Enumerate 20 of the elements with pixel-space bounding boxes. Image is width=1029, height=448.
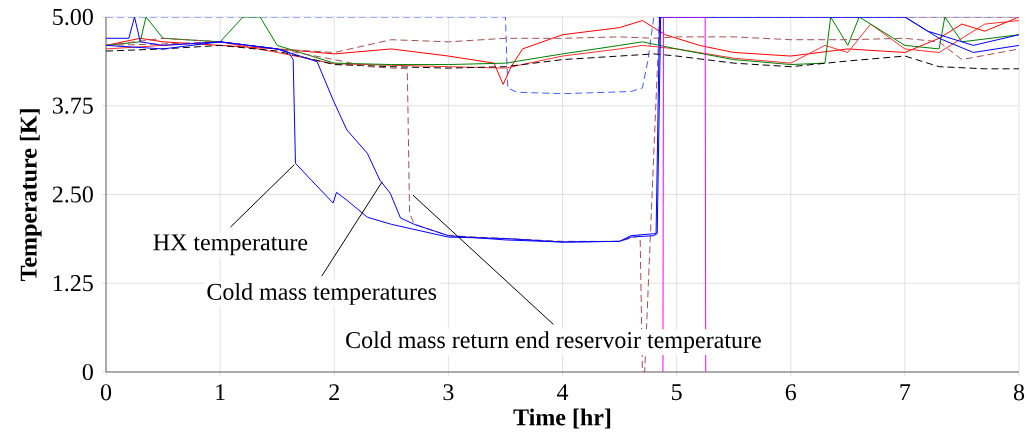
x-tick-label: 3 — [443, 384, 454, 401]
annotation: HX temperature — [153, 234, 308, 256]
x-tick-label: 2 — [329, 384, 339, 401]
x-tick-label: 7 — [900, 384, 911, 400]
x-tick-label: 5 — [672, 384, 682, 401]
y-tick-label: 1.25 — [53, 275, 93, 292]
line-series — [106, 44, 1020, 70]
y-axis-title: Temperature [K] — [19, 109, 42, 282]
y-tick-label: 5.00 — [53, 8, 93, 26]
y-tick-label: 3.75 — [52, 97, 93, 114]
x-tick-label: 4 — [556, 384, 569, 400]
x-tick-label: 0 — [100, 384, 112, 401]
x-tick-label: 8 — [1013, 384, 1025, 401]
x-tick-label: 1 — [216, 384, 225, 401]
annotation: Cold mass temperatures — [207, 283, 437, 305]
x-axis-title: Time [hr] — [513, 408, 611, 429]
y-tick-label: 0 — [82, 363, 93, 381]
y-tick-label: 2.50 — [52, 186, 93, 203]
x-tick-label: 6 — [785, 384, 797, 401]
annotation: Cold mass return end reservoir temperature — [346, 331, 761, 354]
